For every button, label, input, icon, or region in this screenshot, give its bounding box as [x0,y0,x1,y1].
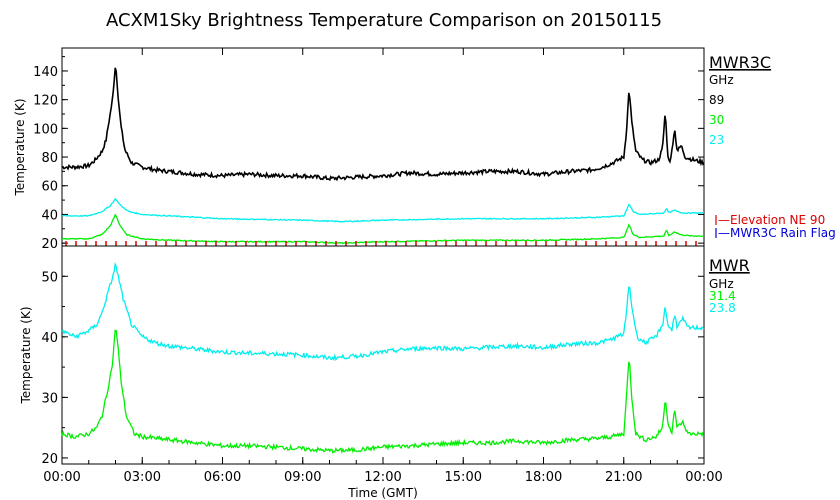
chart-title: ACXM1Sky Brightness Temperature Comparis… [106,10,662,31]
bottom-legend-unit: GHz [709,277,734,291]
x-tick-label: 00:00 [685,470,722,485]
series-23.8-line [61,261,705,362]
bottom-y-tick-label: 20 [41,452,58,467]
top-legend-instrument: MWR3C [709,53,771,72]
top-y-axis-label: Temperature (K) [13,98,27,196]
top-y-axis: 20 40 60 80 100 120 140 [33,56,704,252]
top-y-tick-label: 80 [41,151,58,166]
series-89-line [61,67,705,182]
bottom-legend: MWR GHz 31.423.8 [709,256,750,315]
top-y-tick-label: 120 [33,94,58,109]
top-y-tick-label: 40 [41,208,58,223]
elevation-flag-ticks [65,241,697,246]
legend-series-23: 23 [709,133,724,147]
top-y-tick-label: 140 [33,65,58,80]
bottom-y-tick-label: 50 [41,270,58,285]
x-tick-label: 21:00 [605,470,642,485]
series-31.4-line [61,329,705,454]
bottom-series-lines [61,261,705,454]
x-tick-label: 12:00 [364,470,401,485]
top-panel: 20 40 60 80 100 120 140 Temperature (K) [13,47,705,252]
x-axis-label: Time (GMT) [347,486,418,500]
legend-series-23.8: 23.8 [709,301,736,315]
top-y-tick-label: 60 [41,180,58,195]
x-tick-label: 03:00 [124,470,161,485]
series-30-line [61,213,704,245]
top-legend-unit: GHz [709,73,734,87]
bottom-y-tick-label: 40 [41,331,58,346]
flag-legend-label: —Elevation NE 90 [718,213,825,227]
bottom-plot-frame [61,245,705,465]
x-tick-label: 15:00 [445,470,482,485]
bottom-legend-instrument: MWR [709,256,750,275]
bottom-legend-items: 31.423.8 [709,289,736,315]
flag-legend: —Elevation NE 90—MWR3C Rain Flag [715,213,836,240]
x-tick-label: 06:00 [204,470,241,485]
legend-series-89: 89 [709,93,724,107]
x-tick-label: 09:00 [284,470,321,485]
series-23-line [61,197,704,223]
top-series-lines [61,67,705,245]
legend-series-31.4: 31.4 [709,289,736,303]
top-y-tick-label: 20 [41,237,58,252]
legend-series-30: 30 [709,113,724,127]
x-tick-label: 00:00 [43,470,80,485]
x-axis: 00:00 03:00 06:00 09:00 12:00 15:00 18:00 21:00… [43,48,723,485]
top-legend-items: 89 30 23 [709,93,724,147]
bottom-y-axis: 20 30 40 50 [41,245,704,467]
top-legend: MWR3C GHz 89 30 23 [709,53,771,147]
top-y-tick-label: 100 [33,122,58,137]
flag-legend-label: —MWR3C Rain Flag [718,226,836,240]
x-tick-label: 18:00 [525,470,562,485]
bottom-panel: 20 30 40 50 Temperature (K) 00:00 03:00 06:00… [19,48,723,500]
bottom-y-tick-label: 30 [41,391,58,406]
bottom-y-axis-label: Temperature (K) [19,306,33,404]
